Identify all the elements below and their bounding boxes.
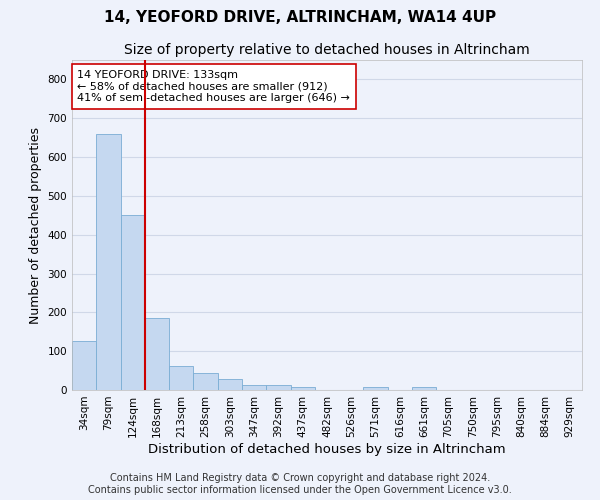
Bar <box>72 342 96 390</box>
Bar <box>412 387 436 390</box>
Title: Size of property relative to detached houses in Altrincham: Size of property relative to detached ho… <box>124 44 530 58</box>
Bar <box>145 318 169 390</box>
Text: 14 YEOFORD DRIVE: 133sqm
← 58% of detached houses are smaller (912)
41% of semi-: 14 YEOFORD DRIVE: 133sqm ← 58% of detach… <box>77 70 350 103</box>
Bar <box>193 373 218 390</box>
Bar <box>266 384 290 390</box>
Bar <box>242 386 266 390</box>
Bar <box>218 379 242 390</box>
Bar <box>169 366 193 390</box>
Y-axis label: Number of detached properties: Number of detached properties <box>29 126 42 324</box>
Bar <box>290 387 315 390</box>
Bar <box>121 216 145 390</box>
Text: Contains HM Land Registry data © Crown copyright and database right 2024.
Contai: Contains HM Land Registry data © Crown c… <box>88 474 512 495</box>
Text: 14, YEOFORD DRIVE, ALTRINCHAM, WA14 4UP: 14, YEOFORD DRIVE, ALTRINCHAM, WA14 4UP <box>104 10 496 25</box>
Bar <box>96 134 121 390</box>
Bar <box>364 387 388 390</box>
X-axis label: Distribution of detached houses by size in Altrincham: Distribution of detached houses by size … <box>148 442 506 456</box>
